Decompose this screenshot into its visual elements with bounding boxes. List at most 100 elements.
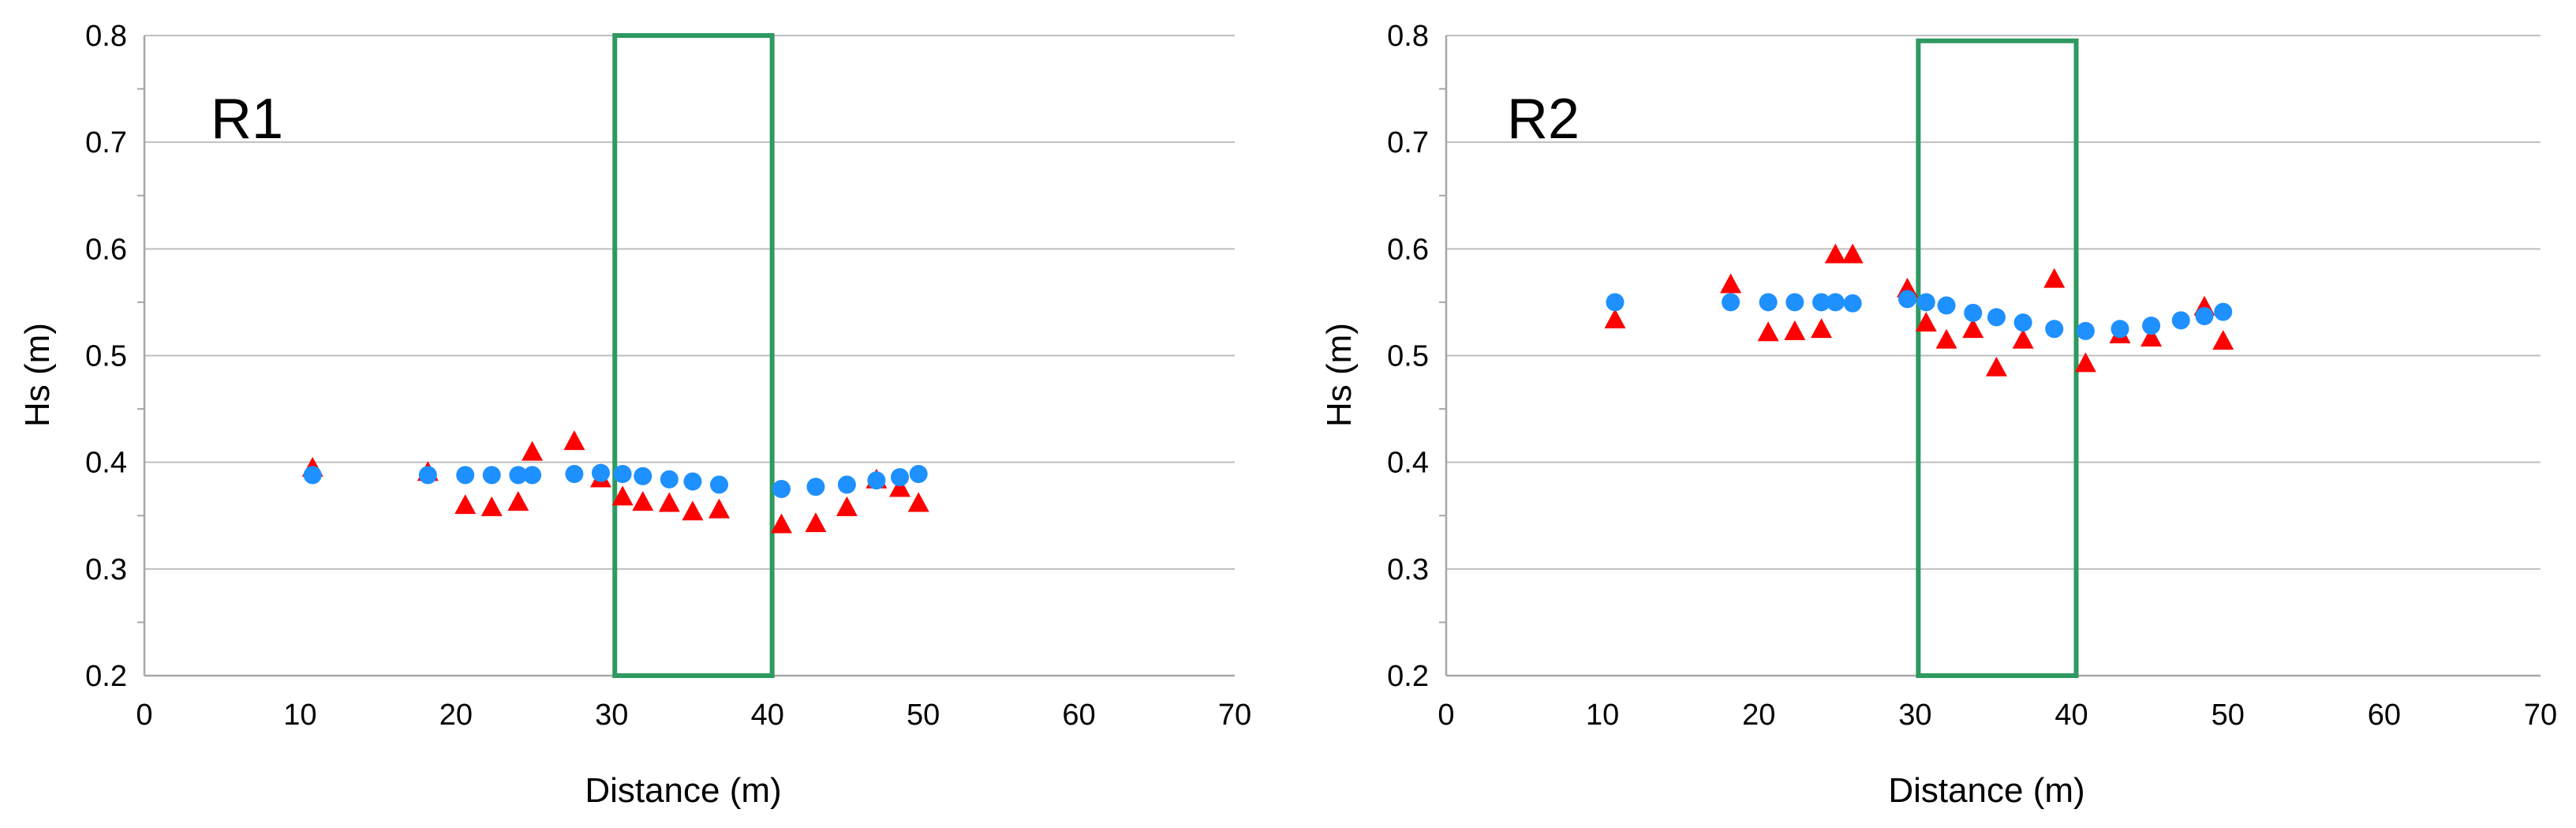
triangle-point-r2-4 xyxy=(1811,318,1833,339)
x-tick-label-r1-2: 20 xyxy=(439,699,473,732)
x-tick-label-r1-1: 10 xyxy=(283,699,316,732)
triangle-point-r2-8 xyxy=(1915,312,1937,332)
triangle-point-r1-17 xyxy=(889,477,911,497)
circle-point-r2-7 xyxy=(1898,290,1917,309)
panel-label-r1: R1 xyxy=(211,88,283,151)
circle-point-r1-11 xyxy=(683,472,702,491)
triangle-point-r2-1 xyxy=(1720,273,1742,294)
y-tick-label-r2-3: 0.5 xyxy=(1387,340,1429,373)
circle-point-r2-18 xyxy=(2195,306,2214,325)
x-tick-label-r2-3: 30 xyxy=(1898,699,1931,732)
triangle-point-r1-4 xyxy=(507,491,529,511)
x-tick-label-r1-7: 70 xyxy=(1218,699,1251,732)
circle-point-r2-4 xyxy=(1812,293,1831,312)
y-tick-label-r2-5: 0.7 xyxy=(1387,126,1429,159)
y-tick-label-r1-5: 0.7 xyxy=(85,126,127,159)
x-tick-label-r1-4: 40 xyxy=(751,699,784,732)
triangle-point-r2-13 xyxy=(2043,268,2066,288)
x-tick-label-r1-6: 60 xyxy=(1062,699,1095,732)
highlight-box-r1 xyxy=(612,33,775,678)
triangle-point-r1-8 xyxy=(611,485,634,506)
triangle-point-r1-14 xyxy=(805,512,827,533)
y-tick-label-r2-1: 0.3 xyxy=(1387,553,1429,586)
circle-point-r1-17 xyxy=(891,468,910,487)
triangle-point-r1-15 xyxy=(836,496,858,516)
circle-point-r1-15 xyxy=(837,475,856,494)
triangle-point-r1-11 xyxy=(682,500,704,521)
circle-point-r1-9 xyxy=(634,466,652,485)
y-tick-label-r1-0: 0.2 xyxy=(85,660,127,693)
circle-point-r1-5 xyxy=(523,466,542,485)
circle-point-r2-12 xyxy=(2013,313,2032,332)
triangle-point-r2-11 xyxy=(1985,356,2007,377)
x-tick-label-r2-0: 0 xyxy=(1438,699,1454,732)
circle-point-r1-13 xyxy=(772,479,791,498)
triangle-point-r2-2 xyxy=(1757,321,1779,342)
circle-point-r2-17 xyxy=(2171,311,2190,330)
x-axis-title-r2: Distance (m) xyxy=(1888,771,2084,810)
circle-point-r1-3 xyxy=(482,466,501,485)
triangle-point-r2-16 xyxy=(2140,326,2163,347)
y-tick-label-r2-6: 0.8 xyxy=(1387,20,1429,53)
circle-point-r2-2 xyxy=(1759,293,1778,312)
y-tick-label-r2-2: 0.4 xyxy=(1387,447,1429,480)
circle-point-r2-13 xyxy=(2045,320,2064,339)
triangle-point-r1-5 xyxy=(522,440,544,461)
x-tick-label-r2-4: 40 xyxy=(2054,699,2088,732)
triangle-point-r1-10 xyxy=(658,492,680,512)
circle-point-r2-3 xyxy=(1785,293,1804,312)
y-tick-label-r1-2: 0.4 xyxy=(85,447,127,480)
circle-point-r2-5 xyxy=(1826,293,1845,312)
triangle-point-r1-2 xyxy=(454,494,477,515)
circle-point-r1-16 xyxy=(867,471,886,490)
y-tick-label-r1-6: 0.8 xyxy=(85,20,127,53)
triangle-point-r1-3 xyxy=(480,496,503,516)
circle-point-r2-19 xyxy=(2214,302,2233,321)
y-axis-title-r1: Hs (m) xyxy=(18,323,57,427)
circle-point-r1-4 xyxy=(509,466,528,485)
circle-point-r2-11 xyxy=(1987,308,2006,327)
circle-point-r1-6 xyxy=(565,465,584,484)
triangle-point-r1-12 xyxy=(708,498,731,519)
y-tick-label-r1-4: 0.6 xyxy=(85,233,127,266)
circle-point-r1-7 xyxy=(591,463,610,482)
x-tick-label-r2-2: 20 xyxy=(1742,699,1775,732)
triangle-point-r2-12 xyxy=(2012,328,2034,349)
y-tick-label-r2-4: 0.6 xyxy=(1387,233,1429,266)
triangle-point-r1-18 xyxy=(907,492,929,512)
chart-panel-r2: 0.2 0.3 0.4 0.5 0.6 0.7 0.8 0 10 20 30 40 50 60 70 R2 Di… xyxy=(1320,20,2557,810)
triangle-point-r2-0 xyxy=(1604,309,1626,328)
circle-point-r1-14 xyxy=(806,478,825,496)
triangle-point-r2-14 xyxy=(2074,352,2096,373)
circle-point-r2-0 xyxy=(1606,293,1624,312)
x-tick-label-r1-0: 0 xyxy=(136,699,152,732)
highlight-box-r2 xyxy=(1916,38,2079,678)
x-tick-label-r1-5: 50 xyxy=(907,699,940,732)
circle-point-r1-10 xyxy=(660,470,679,489)
circle-point-r1-1 xyxy=(418,466,437,485)
circle-point-r1-2 xyxy=(456,466,475,485)
circle-point-r1-0 xyxy=(303,466,322,485)
circle-point-r2-14 xyxy=(2076,321,2095,340)
triangle-point-r2-10 xyxy=(1962,318,1984,339)
x-tick-label-r2-1: 10 xyxy=(1586,699,1619,732)
circle-point-r2-9 xyxy=(1937,296,1956,315)
x-tick-label-r1-3: 30 xyxy=(595,699,628,732)
triangle-point-r1-6 xyxy=(563,430,585,451)
y-tick-label-r2-0: 0.2 xyxy=(1387,660,1429,693)
circle-point-r2-10 xyxy=(1964,303,1983,322)
y-axis-title-r2: Hs (m) xyxy=(1320,323,1359,427)
x-axis-title-r1: Distance (m) xyxy=(585,771,781,810)
chart-panel-r1: 0.2 0.3 0.4 0.5 0.6 0.7 0.8 0 10 20 30 40 50 60 70 R1 Di… xyxy=(18,20,1251,810)
x-tick-label-r2-7: 70 xyxy=(2524,699,2557,732)
panel-label-r2: R2 xyxy=(1507,88,1580,151)
triangle-point-r1-13 xyxy=(770,513,792,534)
circle-point-r2-6 xyxy=(1843,294,1862,313)
triangle-point-r2-3 xyxy=(1784,320,1806,340)
circle-point-r1-12 xyxy=(710,475,729,494)
triangle-point-r2-9 xyxy=(1935,328,1957,349)
circle-point-r2-16 xyxy=(2142,317,2161,335)
x-tick-label-r2-5: 50 xyxy=(2211,699,2245,732)
